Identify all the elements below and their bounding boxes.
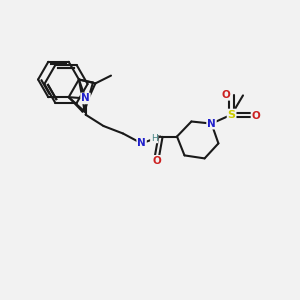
- Text: H: H: [151, 134, 158, 142]
- Text: N: N: [207, 118, 216, 129]
- Text: O: O: [222, 90, 231, 100]
- Text: N: N: [81, 93, 90, 103]
- Text: O: O: [251, 111, 260, 121]
- Text: N: N: [137, 138, 146, 148]
- Text: O: O: [152, 156, 161, 166]
- Text: S: S: [228, 110, 236, 120]
